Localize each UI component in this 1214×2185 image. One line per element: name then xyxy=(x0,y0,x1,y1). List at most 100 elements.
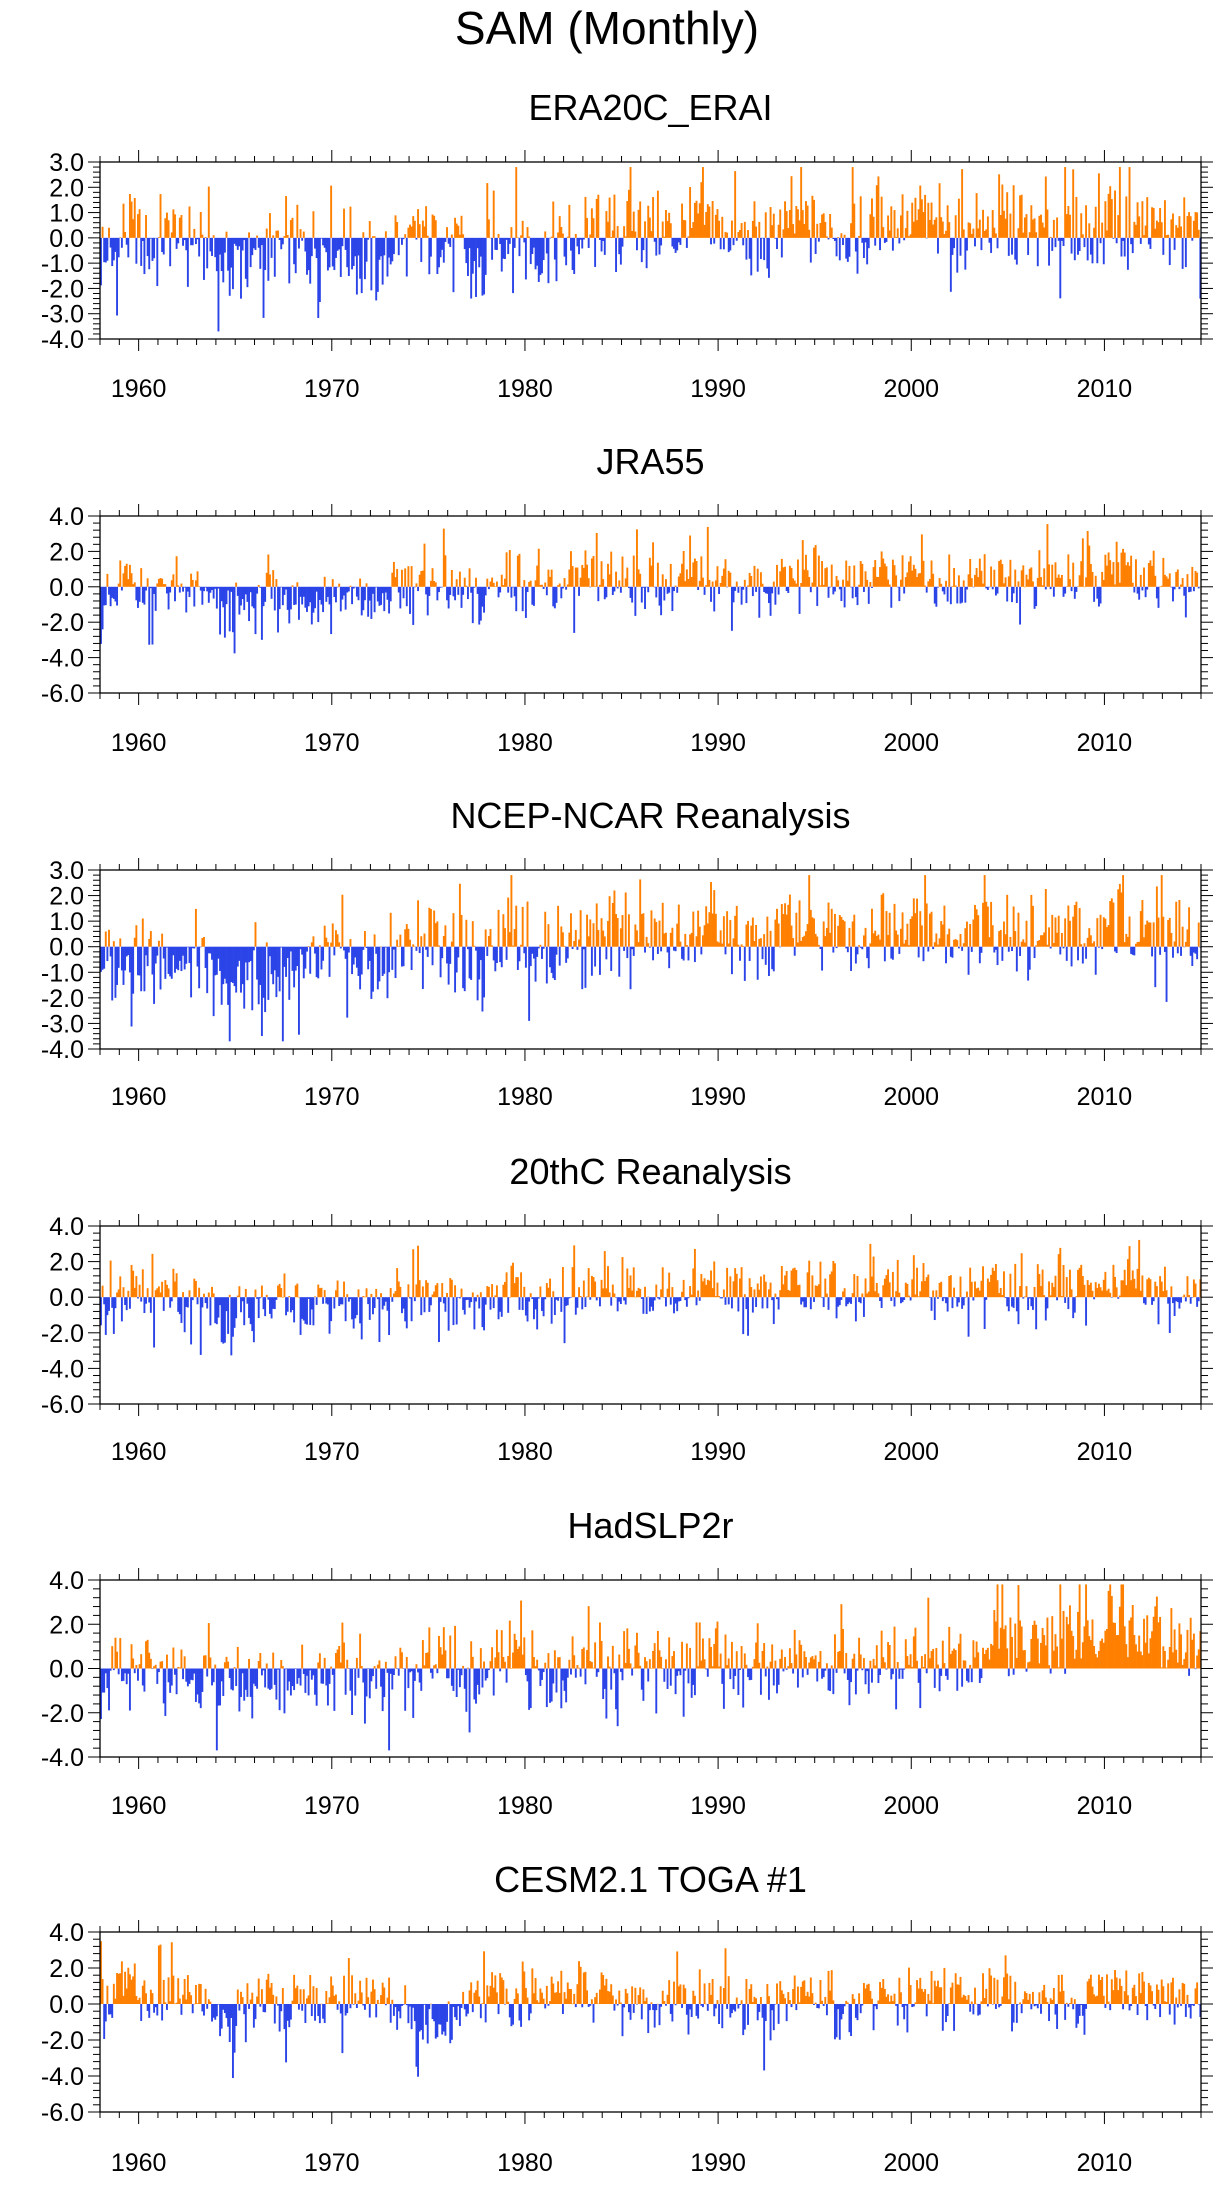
bar-1969-12 xyxy=(330,1976,333,2004)
bar-1982-7 xyxy=(573,941,576,947)
bar-1959-5 xyxy=(125,1668,128,1685)
bar-1964-7 xyxy=(225,2004,228,2019)
bar-1985-9 xyxy=(634,1987,637,2004)
x-tick-label: 1960 xyxy=(111,375,167,403)
bar-1981-12 xyxy=(561,1668,564,1681)
bar-2005-4 xyxy=(1012,586,1015,594)
bar-2012-10 xyxy=(1157,1297,1160,1325)
bar-1994-9 xyxy=(808,1260,811,1298)
bar-1972-2 xyxy=(372,586,374,594)
bar-1975-8 xyxy=(439,586,442,588)
bar-1962-11 xyxy=(193,946,196,949)
bar-1980-2 xyxy=(526,586,529,593)
bar-1992-5 xyxy=(763,1274,766,1298)
bar-2011-6 xyxy=(1131,946,1134,955)
bar-2013-9 xyxy=(1175,225,1178,238)
bar-1959-3 xyxy=(122,1287,125,1298)
bar-2009-1 xyxy=(1085,577,1088,587)
bar-1966-2 xyxy=(256,1996,259,2004)
bar-2005-11 xyxy=(1023,1650,1026,1669)
bar-2014-2 xyxy=(1183,197,1186,238)
bar-1974-7 xyxy=(418,2004,421,2032)
bar-1994-6 xyxy=(803,569,806,587)
bar-2005-3 xyxy=(1011,2004,1013,2032)
bar-2009-2 xyxy=(1086,531,1089,587)
bar-1968-11 xyxy=(309,1297,312,1325)
bar-1979-6 xyxy=(513,929,516,947)
bar-1999-11 xyxy=(908,1295,910,1298)
bar-2014-11 xyxy=(1197,229,1200,238)
bar-1968-6 xyxy=(301,2004,304,2011)
bar-1996-7 xyxy=(843,1668,846,1674)
bar-2009-1 xyxy=(1085,1584,1088,1669)
bar-2004-2 xyxy=(990,901,993,947)
bar-1995-1 xyxy=(814,2002,817,2004)
bar-1963-8 xyxy=(207,946,210,954)
bar-1965-5 xyxy=(241,1997,244,2004)
bar-1974-3 xyxy=(412,2004,415,2008)
bar-2007-10 xyxy=(1060,1638,1063,1669)
bar-1978-11 xyxy=(502,237,505,259)
bar-1960-3 xyxy=(141,1668,144,1686)
bar-1991-2 xyxy=(739,1668,741,1670)
bar-1988-11 xyxy=(695,2004,698,2016)
bar-1968-7 xyxy=(302,946,305,979)
bar-2002-4 xyxy=(954,1650,957,1669)
bar-1974-4 xyxy=(413,2004,416,2022)
bar-1996-2 xyxy=(835,1668,838,1673)
bar-1976-10 xyxy=(462,1665,465,1669)
bar-2004-12 xyxy=(1006,192,1009,238)
bar-1996-4 xyxy=(838,2004,841,2040)
bar-1993-4 xyxy=(780,904,783,947)
bar-1985-3 xyxy=(624,1662,627,1669)
bar-1960-6 xyxy=(146,1639,149,1669)
bar-2008-2 xyxy=(1067,1624,1070,1669)
bar-2007-3 xyxy=(1049,1295,1052,1298)
bar-1997-2 xyxy=(854,946,857,964)
bar-1995-4 xyxy=(819,1261,822,1298)
bar-1993-3 xyxy=(779,1981,782,2004)
bar-1980-10 xyxy=(539,584,542,587)
bar-1980-11 xyxy=(541,584,543,587)
bar-1993-7 xyxy=(785,1668,788,1670)
bar-2000-2 xyxy=(912,1636,915,1669)
bar-1972-9 xyxy=(383,1297,386,1306)
bar-1994-12 xyxy=(813,2004,815,2005)
bar-2008-2 xyxy=(1067,905,1070,947)
bar-2003-7 xyxy=(978,558,981,587)
bar-2009-5 xyxy=(1091,1619,1094,1669)
bar-1990-10 xyxy=(732,1668,735,1690)
bar-2007-12 xyxy=(1064,167,1067,238)
bar-2005-6 xyxy=(1015,586,1018,604)
bar-1993-7 xyxy=(785,586,788,591)
bar-1979-1 xyxy=(505,552,508,587)
bar-2010-12 xyxy=(1122,237,1125,241)
bar-2006-5 xyxy=(1033,2004,1036,2007)
bar-2011-5 xyxy=(1130,555,1133,587)
bar-1999-8 xyxy=(903,1297,906,1300)
bar-1985-7 xyxy=(631,1668,634,1676)
bar-1996-12 xyxy=(851,1293,854,1298)
bar-1969-6 xyxy=(320,946,323,970)
bar-1971-11 xyxy=(367,946,370,970)
bar-1981-9 xyxy=(557,1297,560,1301)
plot-frame xyxy=(99,1225,1202,1405)
bar-2001-12 xyxy=(948,2003,951,2004)
bar-2009-9 xyxy=(1097,1283,1100,1298)
bar-1983-12 xyxy=(600,1972,603,2004)
bar-1995-2 xyxy=(816,1668,819,1682)
bar-2001-6 xyxy=(938,183,941,238)
bar-1990-1 xyxy=(718,1666,721,1669)
bar-2009-5 xyxy=(1091,237,1094,264)
bar-1987-4 xyxy=(664,1297,667,1307)
bar-1982-9 xyxy=(576,1297,579,1308)
bar-1967-9 xyxy=(286,1297,289,1312)
bar-1972-8 xyxy=(381,946,384,976)
bar-2000-11 xyxy=(927,1274,930,1298)
bar-1982-3 xyxy=(566,946,569,959)
bar-1983-1 xyxy=(582,567,585,587)
bar-1994-5 xyxy=(801,937,804,947)
bar-1994-9 xyxy=(808,875,811,947)
bar-2013-4 xyxy=(1167,234,1170,238)
bar-1980-6 xyxy=(533,1657,535,1669)
